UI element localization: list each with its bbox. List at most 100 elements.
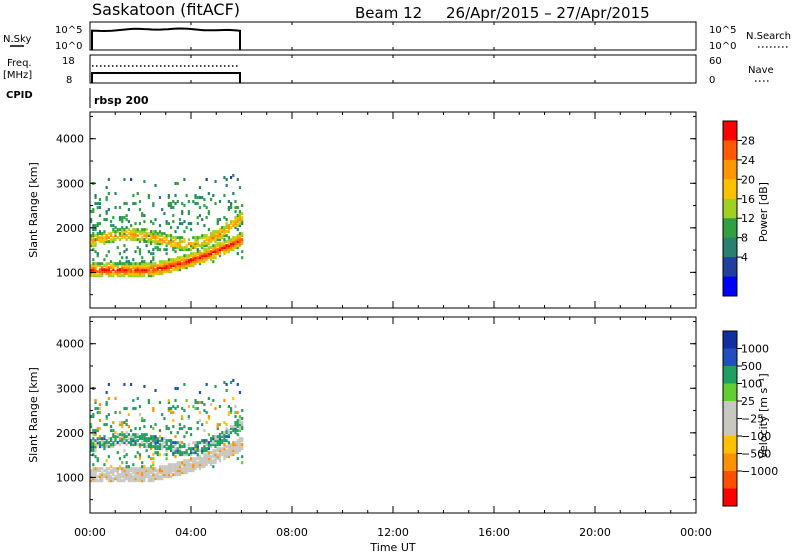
power-cell: [105, 218, 108, 222]
power-cell: [165, 252, 168, 256]
power-cell: [163, 270, 166, 274]
power-cell: [156, 270, 159, 274]
power-cell: [236, 246, 239, 250]
power-cell: [223, 252, 226, 256]
velocity-cell: [90, 475, 93, 479]
power-cell: [174, 202, 177, 206]
power-cell: [236, 234, 239, 238]
power-cell: [225, 250, 228, 254]
velocity-cell: [107, 437, 110, 441]
velocity-cell: [109, 425, 113, 429]
velocity-cell: [225, 451, 228, 455]
velocity-cell: [218, 423, 222, 427]
power-cell: [178, 242, 182, 246]
velocity-cell: [183, 435, 186, 439]
power-cell: [94, 244, 97, 248]
velocity-cell: [232, 449, 235, 453]
velocity-cell: [203, 457, 206, 461]
power-cell: [138, 270, 142, 274]
power-cell: [225, 244, 228, 248]
power-cell: [123, 264, 126, 268]
velocity-cell: [203, 461, 206, 465]
power-cell: [189, 222, 193, 226]
power-cell: [176, 181, 179, 185]
power-cell: [136, 274, 139, 278]
velocity-cell: [105, 475, 108, 479]
power-cell: [98, 274, 102, 278]
power-cell: [178, 222, 182, 226]
power-cell: [225, 224, 228, 228]
velocity-cell: [178, 427, 182, 431]
velocity-cell: [223, 421, 226, 425]
power-cell: [205, 256, 208, 260]
power-cell: [196, 252, 199, 256]
velocity-cell: [141, 417, 144, 421]
velocity-cell: [149, 439, 153, 443]
power-cell: [101, 268, 104, 272]
colorbar-tick-label: 4: [741, 251, 748, 264]
power-cell: [149, 264, 153, 268]
power-cell: [229, 222, 233, 226]
velocity-cell: [178, 463, 182, 467]
velocity-cell: [201, 457, 204, 461]
power-cell: [129, 234, 133, 238]
velocity-cell: [125, 461, 128, 465]
power-cell: [109, 266, 113, 270]
power-cell: [138, 248, 142, 252]
power-cell: [149, 242, 153, 246]
power-cell: [145, 232, 148, 236]
power-cell: [138, 264, 142, 268]
power-cell: [156, 234, 159, 238]
power-cell: [147, 194, 150, 198]
power-cell: [183, 204, 186, 208]
power-cell: [185, 266, 188, 270]
power-cell: [176, 268, 179, 272]
velocity-cell: [223, 455, 226, 459]
power-cell: [187, 210, 190, 214]
velocity-cell: [152, 437, 155, 441]
power-cell: [132, 228, 135, 232]
power-cell: [154, 236, 157, 240]
power-cell: [92, 240, 95, 244]
power-cell: [163, 264, 166, 268]
velocity-cell: [143, 479, 146, 483]
velocity-cell: [236, 382, 239, 386]
power-cell: [185, 256, 188, 260]
velocity-cell: [98, 467, 102, 471]
power-cell: [227, 228, 230, 232]
velocity-cell: [185, 461, 188, 465]
velocity-cell: [223, 431, 226, 435]
power-cell: [167, 242, 170, 246]
power-cell: [105, 264, 108, 268]
velocity-cell: [149, 435, 153, 439]
velocity-cell: [141, 433, 144, 437]
velocity-cell: [105, 403, 108, 407]
power-cell: [176, 226, 179, 230]
power-cell: [236, 238, 239, 242]
power-cell: [152, 274, 155, 278]
power-cell: [132, 238, 135, 242]
colorbar-tick-label: 25: [741, 395, 755, 408]
velocity-cell: [165, 471, 168, 475]
velocity-cell: [163, 453, 166, 457]
velocity-cell: [198, 467, 202, 471]
velocity-cell: [218, 441, 222, 445]
velocity-cell: [143, 465, 146, 469]
velocity-cell: [181, 415, 184, 419]
velocity-cell: [105, 443, 108, 447]
velocity-cell: [161, 447, 164, 451]
nave-label: Nave: [748, 65, 774, 76]
velocity-cell: [152, 457, 155, 461]
velocity-cell: [169, 439, 173, 443]
velocity-cell: [152, 477, 155, 481]
power-cell: [161, 260, 164, 264]
velocity-cell: [238, 443, 242, 447]
power-cell: [112, 230, 115, 234]
velocity-cell: [152, 409, 155, 413]
velocity-cell: [169, 449, 173, 453]
velocity-cell: [216, 443, 219, 447]
power-cell: [96, 202, 99, 206]
nsearch-tick-bottom: 10^0: [709, 41, 736, 52]
velocity-cell: [192, 405, 195, 409]
velocity-cell: [209, 463, 213, 467]
